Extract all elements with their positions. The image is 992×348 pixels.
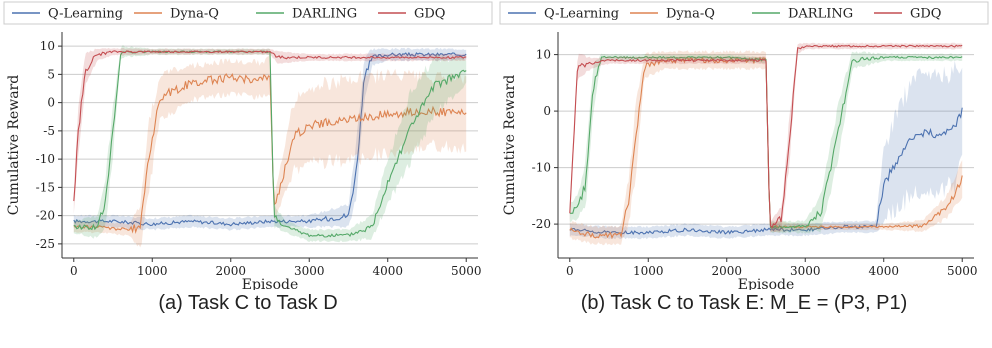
y-tick-label: -10	[36, 152, 55, 166]
y-tick-label: 5	[47, 67, 55, 81]
series-line-gdq	[569, 44, 963, 229]
chart-a: Q-Learning Dyna-Q DARLING GDQ -25 -20 -15 -10 -5…	[3, 1, 493, 290]
band-dyna_q	[73, 53, 467, 248]
x-tick-label: 2000	[711, 264, 742, 278]
y-axis-label: Cumulative Reward	[6, 75, 22, 215]
y-tick-label: -20	[36, 209, 55, 223]
legend-label-darling: DARLING	[788, 7, 853, 22]
x-tick-label: 5000	[451, 264, 482, 278]
x-tick-label: 0	[566, 264, 574, 278]
legend-label-gdq: GDQ	[414, 7, 445, 22]
legend-label-q_learning: Q-Learning	[48, 7, 123, 22]
legend-label-gdq: GDQ	[910, 7, 941, 22]
y-tick-label: 0	[543, 104, 551, 118]
x-tick-label: 0	[70, 264, 78, 278]
legend-label-dyna_q: Dyna-Q	[666, 7, 715, 22]
y-tick-label: -10	[532, 161, 551, 175]
x-tick-label: 1000	[633, 264, 664, 278]
x-tick-label: 4000	[372, 264, 403, 278]
panel-a: Q-Learning Dyna-Q DARLING GDQ -25 -20 -15 -10 -5…	[3, 1, 493, 290]
caption-b: (b) Task C to Task E: M_E = (P3, P1)	[580, 292, 908, 314]
series-line-q_learning	[73, 51, 467, 227]
chart-b: Q-Learning Dyna-Q DARLING GDQ -20 -10 0 10 0 1000…	[499, 1, 989, 290]
series-line-darling	[569, 55, 963, 229]
x-tick-label: 3000	[294, 264, 325, 278]
y-tick-label: -25	[36, 237, 55, 251]
y-axis-label: Cumulative Reward	[502, 75, 518, 215]
x-tick-label: 2000	[215, 264, 246, 278]
x-axis-label: Episode	[242, 277, 299, 290]
y-tick-label: 10	[536, 48, 551, 62]
x-axis-label: Episode	[738, 277, 795, 290]
legend-label-dyna_q: Dyna-Q	[170, 7, 219, 22]
band-gdq	[569, 42, 963, 233]
legend: Q-Learning Dyna-Q DARLING GDQ	[3, 1, 493, 25]
legend-label-darling: DARLING	[292, 7, 357, 22]
x-tick-label: 4000	[868, 264, 899, 278]
y-tick-label: 0	[47, 96, 55, 110]
legend-frame	[3, 1, 493, 25]
legend-frame	[499, 1, 989, 25]
series-line-dyna_q	[73, 72, 467, 235]
y-tick-label: -15	[36, 180, 55, 194]
series-line-gdq	[73, 50, 467, 202]
band-q_learning	[569, 60, 963, 240]
x-tick-label: 5000	[947, 264, 978, 278]
y-tick-label: -5	[43, 124, 55, 138]
y-tick-label: -20	[532, 217, 551, 231]
legend-label-q_learning: Q-Learning	[544, 7, 619, 22]
caption-a: (a) Task C to Task D	[158, 292, 338, 314]
legend: Q-Learning Dyna-Q DARLING GDQ	[499, 1, 989, 25]
panel-b: Q-Learning Dyna-Q DARLING GDQ -20 -10 0 10 0 1000…	[496, 0, 992, 348]
x-tick-label: 1000	[137, 264, 168, 278]
x-tick-label: 3000	[790, 264, 821, 278]
y-tick-label: 10	[40, 39, 55, 53]
series-line-q_learning	[569, 107, 963, 236]
